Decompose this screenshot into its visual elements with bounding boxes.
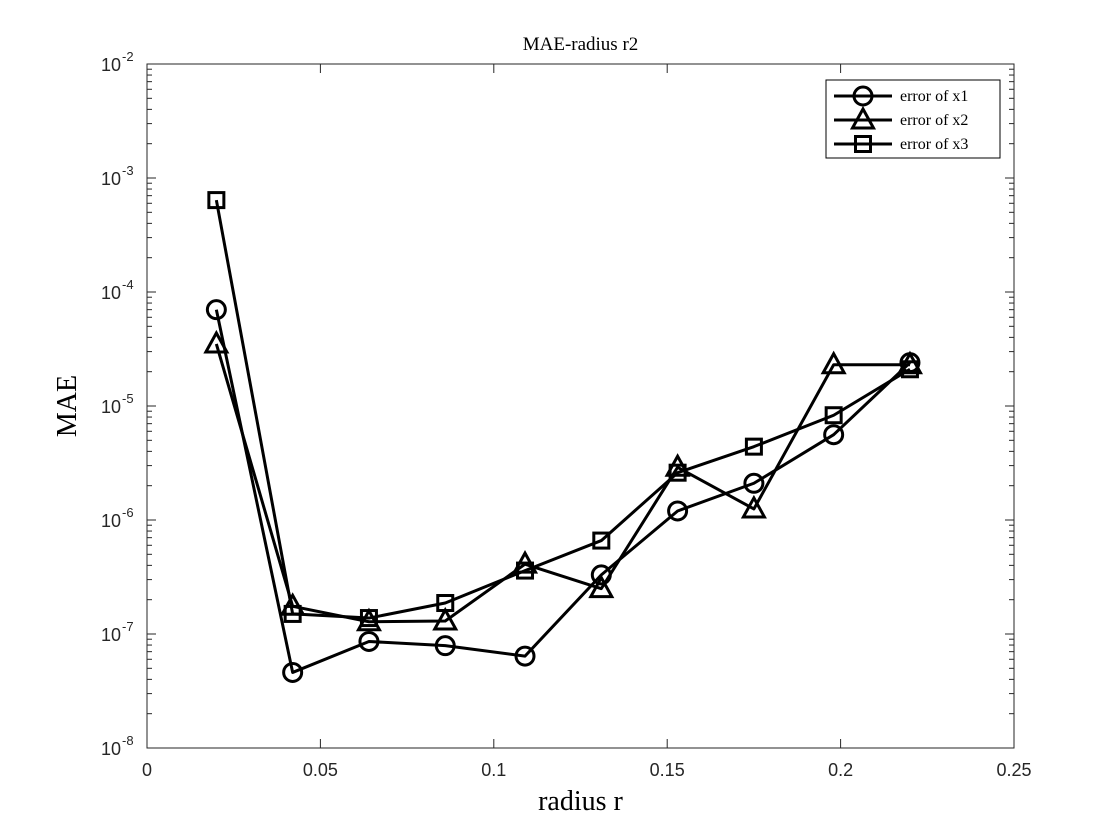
y-tick-exponent: -3 xyxy=(122,163,134,178)
data-point-triangle xyxy=(820,350,847,375)
data-point-square xyxy=(359,609,378,628)
legend-item: error of x3 xyxy=(834,135,968,153)
y-axis-label: MAE xyxy=(52,375,83,437)
y-tick-label: 10 xyxy=(101,397,121,417)
data-point-square xyxy=(744,437,763,456)
y-tick-exponent: -8 xyxy=(122,733,134,748)
series-layer xyxy=(203,191,924,683)
x-tick-label: 0.2 xyxy=(828,760,853,780)
data-point-circle xyxy=(282,661,304,683)
legend-label: error of x1 xyxy=(900,88,968,105)
legend-marker-square xyxy=(854,135,872,153)
data-point-triangle xyxy=(355,607,382,632)
data-point-circle xyxy=(205,299,227,321)
x-tick-label: 0.25 xyxy=(996,760,1031,780)
data-point-circle xyxy=(514,645,536,667)
series-line xyxy=(214,309,911,674)
y-tick-label: 10 xyxy=(101,625,121,645)
data-point-circle xyxy=(358,630,380,652)
data-point-triangle xyxy=(740,494,767,519)
x-tick-label: 0 xyxy=(142,760,152,780)
legend-label: error of x2 xyxy=(900,112,968,129)
y-tick-label: 10 xyxy=(101,283,121,303)
data-point-square xyxy=(824,406,843,425)
data-point-square xyxy=(516,561,535,580)
legend-marker-triangle xyxy=(849,105,877,130)
data-point-square xyxy=(283,604,302,623)
data-point-square xyxy=(592,531,611,550)
data-point-circle xyxy=(743,472,765,494)
y-tick-exponent: -2 xyxy=(122,49,134,64)
data-point-circle xyxy=(434,635,456,657)
x-tick-label: 0.05 xyxy=(303,760,338,780)
legend: error of x1 error of x2 error of x3 xyxy=(825,79,1001,159)
chart-title: MAE-radius r2 xyxy=(523,34,639,55)
y-tick-label: 10 xyxy=(101,511,121,531)
data-point-circle xyxy=(823,424,845,446)
plot-area xyxy=(146,63,1015,749)
data-point-triangle xyxy=(432,606,459,631)
data-point-square xyxy=(436,594,455,613)
data-point-triangle xyxy=(588,574,615,599)
legend-label: error of x3 xyxy=(900,136,968,153)
data-point-circle xyxy=(667,500,689,522)
y-tick-label: 10 xyxy=(101,169,121,189)
data-point-square xyxy=(207,191,226,210)
series-1 xyxy=(205,299,921,683)
legend-marker-circle xyxy=(852,85,874,107)
data-point-square xyxy=(900,360,919,379)
y-tick-exponent: -4 xyxy=(122,277,134,292)
x-tick-label: 0.1 xyxy=(481,760,506,780)
series-line xyxy=(214,199,911,620)
x-tick-label: 0.15 xyxy=(650,760,685,780)
legend-item: error of x1 xyxy=(834,85,968,107)
series-3 xyxy=(207,191,919,628)
y-tick-label: 10 xyxy=(101,55,121,75)
data-point-square xyxy=(668,463,687,482)
y-tick-label: 10 xyxy=(101,739,121,759)
x-axis-label: radius r xyxy=(538,786,623,817)
y-tick-exponent: -5 xyxy=(122,391,134,406)
legend-item: error of x2 xyxy=(834,105,968,130)
data-point-triangle xyxy=(203,329,230,354)
y-tick-exponent: -6 xyxy=(122,505,134,520)
y-tick-exponent: -7 xyxy=(122,619,134,634)
series-line xyxy=(214,343,910,624)
